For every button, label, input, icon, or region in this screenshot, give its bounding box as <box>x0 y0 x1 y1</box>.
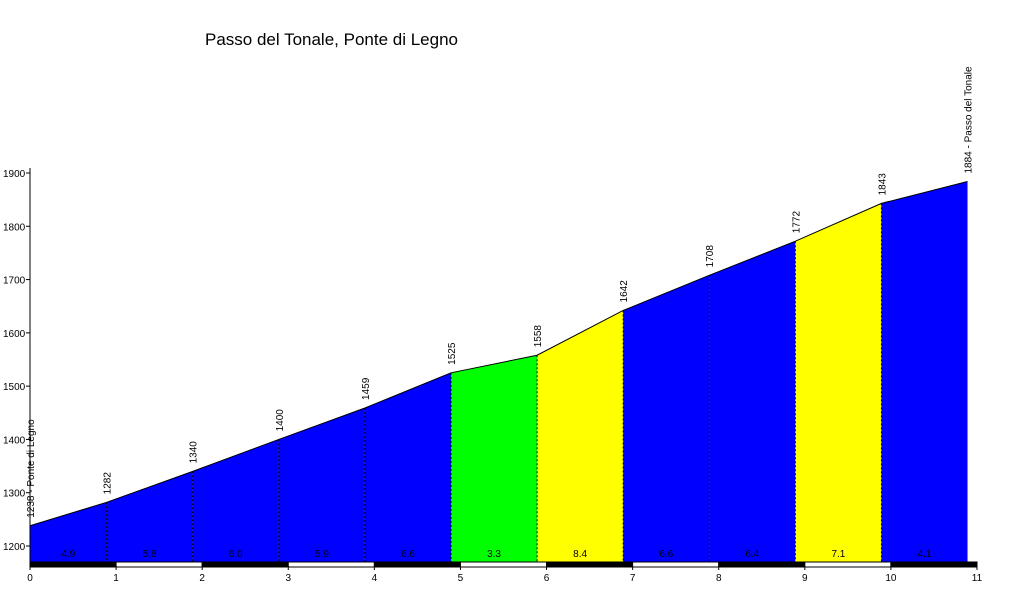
gradient-label: 5.9 <box>315 549 329 560</box>
profile-segment <box>30 502 107 563</box>
x-tick-label: 1 <box>113 573 119 584</box>
altitude-label: 1772 <box>791 211 802 234</box>
segments-layer <box>30 181 968 564</box>
y-tick-label: 1300 <box>3 489 26 500</box>
gradient-label: 6.0 <box>229 549 243 560</box>
gradient-label: 3.3 <box>487 549 501 560</box>
altitude-label: 1340 <box>189 441 200 464</box>
dividers-layer <box>106 203 882 563</box>
y-axis: 1200 1300 1400 1500 1600 1700 1800 1900 <box>3 168 31 563</box>
y-tick-label: 1800 <box>3 222 26 233</box>
profile-segment <box>537 310 624 563</box>
x-axis-bar-segment <box>29 561 117 568</box>
altitude-label: 1558 <box>533 325 544 348</box>
x-axis-bar-segment <box>632 561 720 568</box>
x-tick-label: 11 <box>972 573 983 584</box>
gradient-label: 8.4 <box>573 549 587 560</box>
x-tick-label: 9 <box>802 573 808 584</box>
x-axis-bar-segment <box>546 561 634 568</box>
profile-segment <box>192 439 279 563</box>
profile-segment <box>106 471 193 563</box>
gradient-label: 5.8 <box>143 549 157 560</box>
profile-segment <box>795 203 882 563</box>
altitude-label: 1400 <box>275 409 286 432</box>
x-tick-label: 0 <box>27 573 33 584</box>
x-axis-bar-segment <box>373 561 461 568</box>
y-tick-label: 1900 <box>3 169 26 180</box>
x-tick-label: 2 <box>199 573 205 584</box>
altitude-label: 1642 <box>619 280 630 303</box>
x-axis-bar-segment <box>718 561 806 568</box>
y-tick-label: 1700 <box>3 276 26 287</box>
x-tick-label: 7 <box>630 573 636 584</box>
x-axis-bar-segment <box>201 561 289 568</box>
profile-segment <box>450 355 538 563</box>
gradient-label: 6.6 <box>401 549 415 560</box>
altitude-label: 1884 - Passo del Tonale <box>964 66 975 174</box>
gradient-label: 6.6 <box>659 549 673 560</box>
gradient-labels-layer: 4.9 5.8 6.0 5.9 6.6 3.3 8.4 6.6 6.4 7.1 4.1 <box>61 549 932 560</box>
profile-segment <box>709 241 796 563</box>
profile-segment <box>364 372 451 563</box>
gradient-label: 7.1 <box>831 549 845 560</box>
x-axis-bar-segment <box>115 561 203 568</box>
altitude-label: 1282 <box>103 472 114 495</box>
x-axis-bar-segment <box>804 561 892 568</box>
x-axis: 0 1 2 3 4 5 6 7 8 9 10 11 <box>27 561 983 584</box>
x-tick-label: 8 <box>716 573 722 584</box>
profile-segment <box>623 275 710 563</box>
point-labels-layer: 1238 - Ponte di Legno 1282 1340 1400 1459 152… <box>26 66 975 518</box>
y-tick-label: 1500 <box>3 382 26 393</box>
profile-line <box>29 181 968 527</box>
x-tick-label: 5 <box>458 573 464 584</box>
x-tick-label: 6 <box>544 573 550 584</box>
x-tick-label: 4 <box>372 573 378 584</box>
altitude-label: 1525 <box>447 342 458 365</box>
profile-segment <box>881 181 968 564</box>
altitude-label: 1843 <box>877 173 888 196</box>
altitude-label: 1708 <box>705 245 716 268</box>
gradient-label: 6.4 <box>745 549 759 560</box>
x-tick-label: 10 <box>885 573 897 584</box>
altitude-label: 1238 - Ponte di Legno <box>26 419 37 518</box>
y-tick-label: 1400 <box>3 435 26 446</box>
y-tick-label: 1200 <box>3 542 26 553</box>
x-axis-bar-segment <box>287 561 375 568</box>
gradient-label: 4.1 <box>918 549 932 560</box>
x-tick-label: 3 <box>285 573 291 584</box>
x-axis-bar-segment <box>459 561 548 568</box>
profile-segment <box>278 407 365 563</box>
y-tick-label: 1600 <box>3 329 26 340</box>
outline-layer <box>29 181 968 527</box>
gradient-label: 4.9 <box>61 549 75 560</box>
x-axis-bar-segment <box>890 561 978 568</box>
chart-title: Passo del Tonale, Ponte di Legno <box>205 30 458 49</box>
altitude-label: 1459 <box>361 377 372 400</box>
